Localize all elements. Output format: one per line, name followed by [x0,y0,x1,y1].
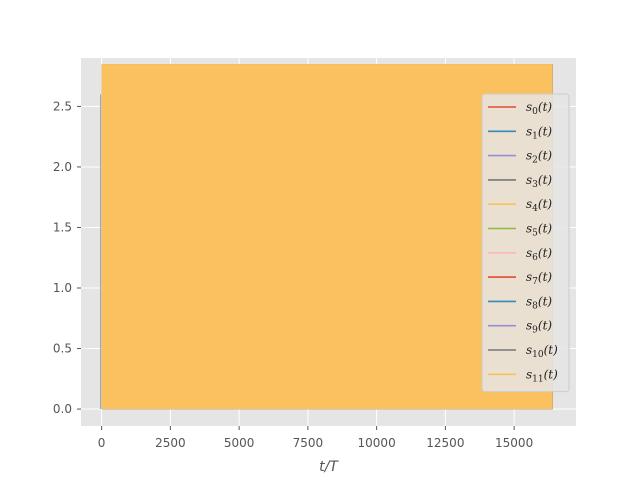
y-tick-label: 2.0 [53,160,72,174]
ticks: 0 2500 5000 7500 10000 12500 15000 0.0 0.5 1.0 1.5… [53,99,533,450]
y-tick-label: 2.5 [53,99,72,113]
x-tick-label: 7500 [293,436,324,450]
legend-label-4: s4(t) [526,197,552,214]
x-axis-label: t/T [319,459,339,475]
x-tick-label: 5000 [224,436,255,450]
legend-label-2: s2(t) [526,149,552,166]
series-band-11 [101,64,553,410]
legend-label-3: s3(t) [526,173,552,190]
legend-label-6: s6(t) [526,246,552,263]
y-tick-label: 1.0 [53,281,72,295]
legend-label-11: s11(t) [526,367,558,384]
x-tick-label: 0 [98,436,106,450]
legend-label-10: s10(t) [526,343,558,360]
legend-label-1: s1(t) [526,124,552,141]
y-tick-label: 1.5 [53,220,72,234]
legend-label-9: s9(t) [526,319,552,336]
legend-label-7: s7(t) [526,270,552,287]
legend: s0(t) s1(t) s2(t) s3(t) s4(t) s5(t) s6(t) s7(t)… [481,93,570,393]
series-group [100,64,553,410]
x-tick-label: 12500 [426,436,464,450]
legend-label-8: s8(t) [526,294,552,311]
x-tick-label: 10000 [358,436,396,450]
x-tick-label: 15000 [495,436,533,450]
legend-label-0: s0(t) [526,100,552,117]
y-tick-label: 0.5 [53,342,72,356]
legend-frame [481,93,570,393]
y-tick-label: 0.0 [53,402,72,416]
legend-label-5: s5(t) [526,222,552,239]
x-tick-label: 2500 [155,436,186,450]
